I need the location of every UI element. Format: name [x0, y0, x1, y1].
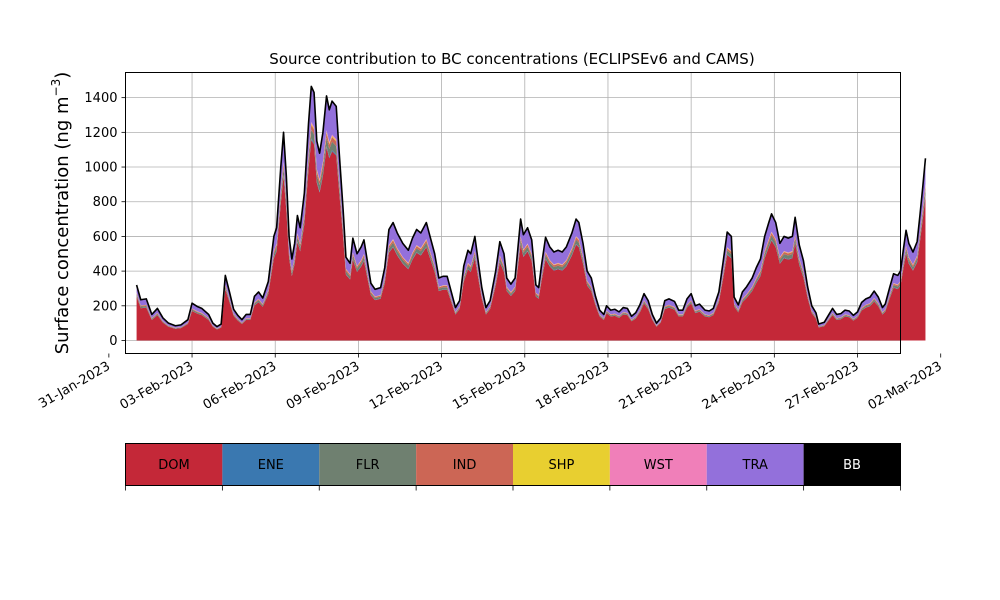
- x-tick-label: 24-Feb-2023: [700, 359, 779, 413]
- legend-frame: [125, 443, 901, 486]
- legend-swatch-dom: [125, 443, 223, 486]
- y-tick-label: 0: [109, 334, 117, 349]
- legend-swatch-ene: [222, 443, 320, 486]
- x-tick-label: 06-Feb-2023: [201, 359, 280, 413]
- x-tick-label: 15-Feb-2023: [450, 359, 529, 413]
- legend-swatch-wst: [609, 443, 707, 486]
- x-tick-label: 12-Feb-2023: [367, 359, 446, 413]
- legend-swatch-shp: [513, 443, 610, 486]
- x-tick-label: 21-Feb-2023: [617, 359, 696, 413]
- y-axis-ticks: 0 200 400 600 800 1000 1200 1400: [84, 91, 126, 349]
- x-tick-label: 18-Feb-2023: [533, 359, 612, 413]
- legend-label-tra: TRA: [742, 458, 768, 473]
- legend-swatch-flr: [319, 443, 417, 486]
- y-tick-label: 200: [93, 299, 118, 314]
- y-tick-label: 1200: [84, 126, 117, 141]
- y-tick-label: 600: [93, 230, 118, 245]
- plot-frame: [125, 72, 901, 354]
- legend-label-ind: IND: [453, 458, 477, 473]
- legend-swatch-bb: [803, 443, 901, 486]
- legend-label-ene: ENE: [258, 458, 284, 473]
- legend-label-wst: WST: [644, 458, 673, 473]
- x-tick-label: 09-Feb-2023: [284, 359, 363, 413]
- x-tick-label: 27-Feb-2023: [783, 359, 862, 413]
- x-axis-ticks: 31-Jan-2023 03-Feb-2023 06-Feb-2023 09-Feb-…: [36, 353, 945, 413]
- y-tick-label: 1400: [84, 91, 117, 106]
- total-line-bb: [135, 85, 927, 328]
- y-tick-label: 800: [93, 195, 118, 210]
- x-tick-label: 03-Feb-2023: [118, 359, 197, 413]
- chart-title: Source contribution to BC concentrations…: [269, 50, 754, 68]
- legend-swatch-tra: [706, 443, 804, 486]
- legend-swatch-ind: [416, 443, 513, 486]
- y-tick-label: 1000: [84, 161, 117, 176]
- y-axis-label: Surface concentration (ng m−3): [49, 72, 73, 355]
- y-tick-label: 400: [93, 265, 118, 280]
- stacked-areas: [136, 86, 926, 341]
- x-tick-label: 31-Jan-2023: [36, 359, 113, 412]
- area-dom: [136, 139, 926, 341]
- legend-colorbar: DOM ENE FLR IND SHP WST TRA BB: [125, 443, 901, 491]
- legend-label-bb: BB: [843, 458, 861, 473]
- legend-label-shp: SHP: [549, 458, 575, 473]
- total-line-layer: [135, 85, 927, 328]
- legend-label-dom: DOM: [158, 458, 189, 473]
- x-tick-label: 02-Mar-2023: [866, 359, 945, 413]
- legend-label-flr: FLR: [356, 458, 380, 473]
